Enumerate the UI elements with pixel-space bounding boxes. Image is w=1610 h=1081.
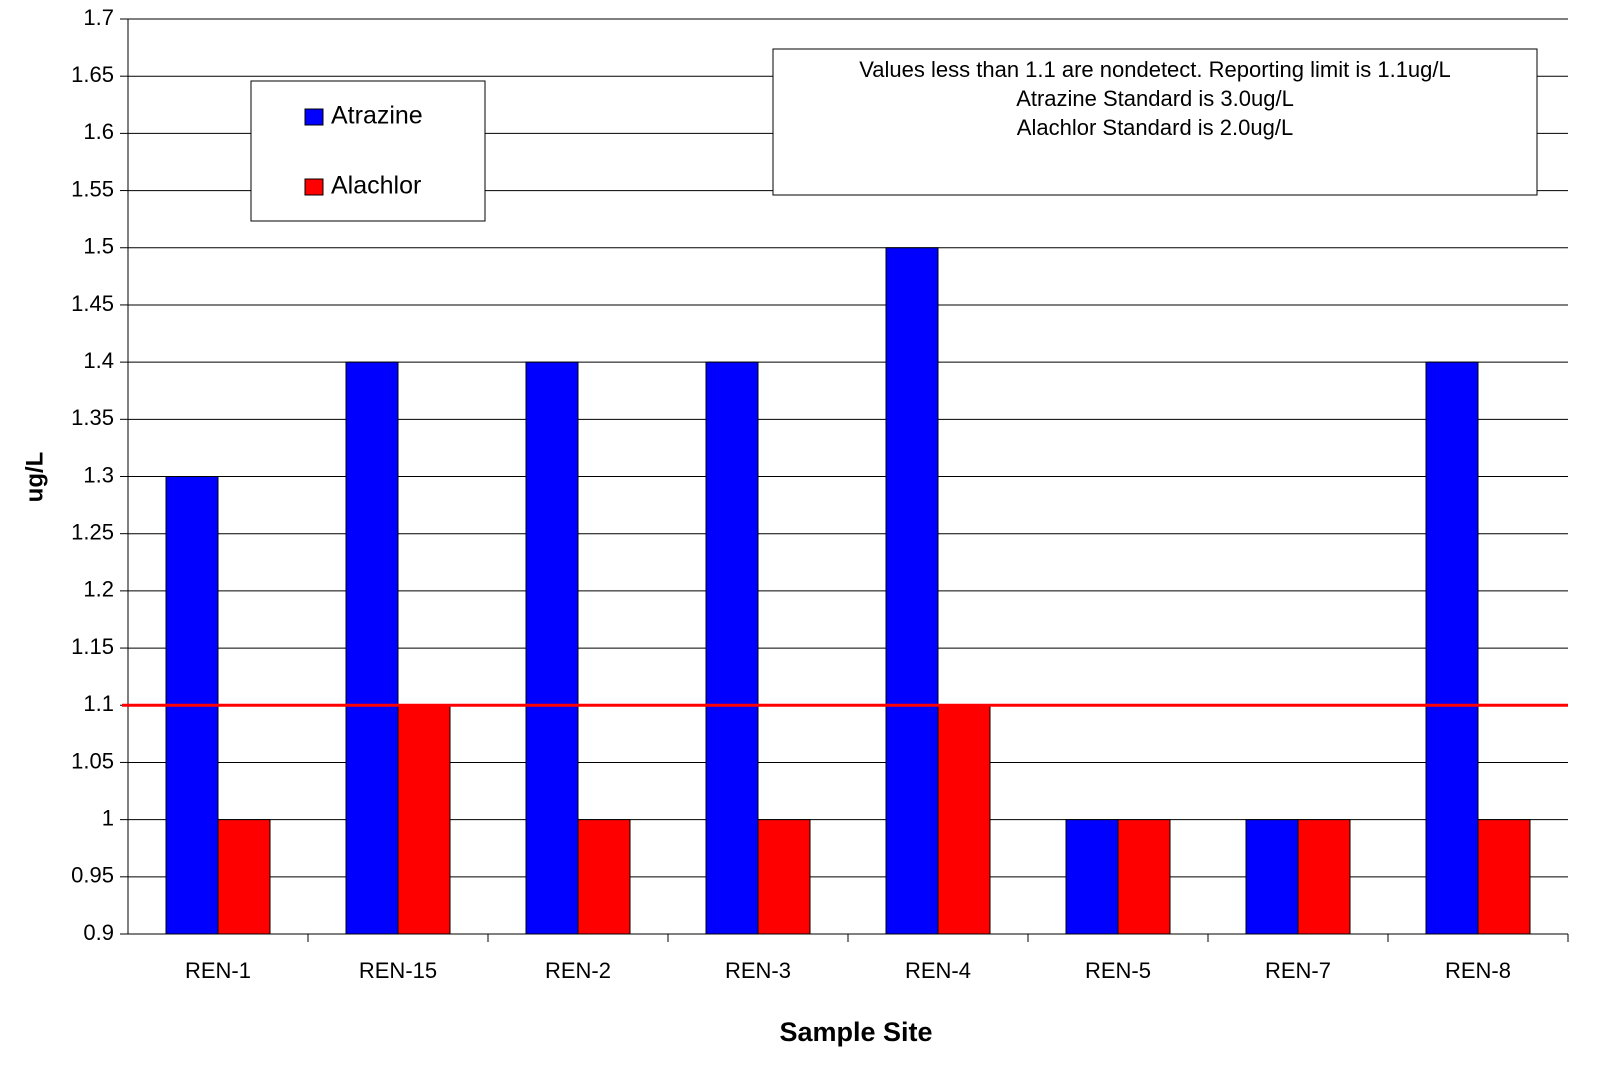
x-tick-label: REN-8 [1445, 958, 1511, 983]
x-tick-label: REN-7 [1265, 958, 1331, 983]
bar [577, 819, 631, 935]
annotation-box [772, 48, 1538, 196]
bar [525, 361, 579, 935]
y-tick-label: 0.9 [83, 920, 114, 945]
bar [1245, 819, 1299, 935]
y-tick-label: 1.3 [83, 462, 114, 487]
y-tick-label: 0.95 [71, 863, 114, 888]
bar [1477, 819, 1531, 935]
y-axis-title: ug/L [21, 452, 48, 503]
y-tick-label: 1.5 [83, 234, 114, 259]
y-tick-label: 1.05 [71, 748, 114, 773]
x-tick-label: REN-15 [359, 958, 437, 983]
y-tick-label: 1.1 [83, 691, 114, 716]
legend-box [250, 80, 486, 222]
legend-label: Alachlor [331, 172, 421, 200]
x-axis-title: Sample Site [779, 1017, 932, 1047]
bar [757, 819, 811, 935]
y-tick-label: 1.35 [71, 405, 114, 430]
annotation: Values less than 1.1 are nondetect. Repo… [859, 57, 1451, 82]
y-tick-label: 1.65 [71, 62, 114, 87]
legend-label: Atrazine [331, 102, 423, 130]
x-tick-label: REN-1 [185, 958, 251, 983]
bar [217, 819, 271, 935]
bar [397, 704, 451, 935]
annotation: Alachlor Standard is 2.0ug/L [1017, 115, 1293, 140]
y-tick-label: 1.6 [83, 119, 114, 144]
x-tick-label: REN-4 [905, 958, 971, 983]
bar [937, 704, 991, 935]
bar [1065, 819, 1119, 935]
y-tick-label: 1.7 [83, 5, 114, 30]
legend-swatch [304, 178, 324, 196]
x-tick-label: REN-2 [545, 958, 611, 983]
bar [705, 361, 759, 935]
y-tick-label: 1.2 [83, 577, 114, 602]
y-tick-label: 1.45 [71, 291, 114, 316]
bar [1425, 361, 1479, 935]
bar [1117, 819, 1171, 935]
annotation: Atrazine Standard is 3.0ug/L [1016, 86, 1294, 111]
y-tick-label: 1 [102, 805, 114, 830]
y-tick-label: 1.4 [83, 348, 114, 373]
y-tick-label: 1.55 [71, 176, 114, 201]
legend-swatch [304, 108, 324, 126]
bar [345, 361, 399, 935]
x-tick-label: REN-3 [725, 958, 791, 983]
y-tick-label: 1.15 [71, 634, 114, 659]
bar [1297, 819, 1351, 935]
x-tick-label: REN-5 [1085, 958, 1151, 983]
y-tick-label: 1.25 [71, 520, 114, 545]
bar [885, 247, 939, 935]
